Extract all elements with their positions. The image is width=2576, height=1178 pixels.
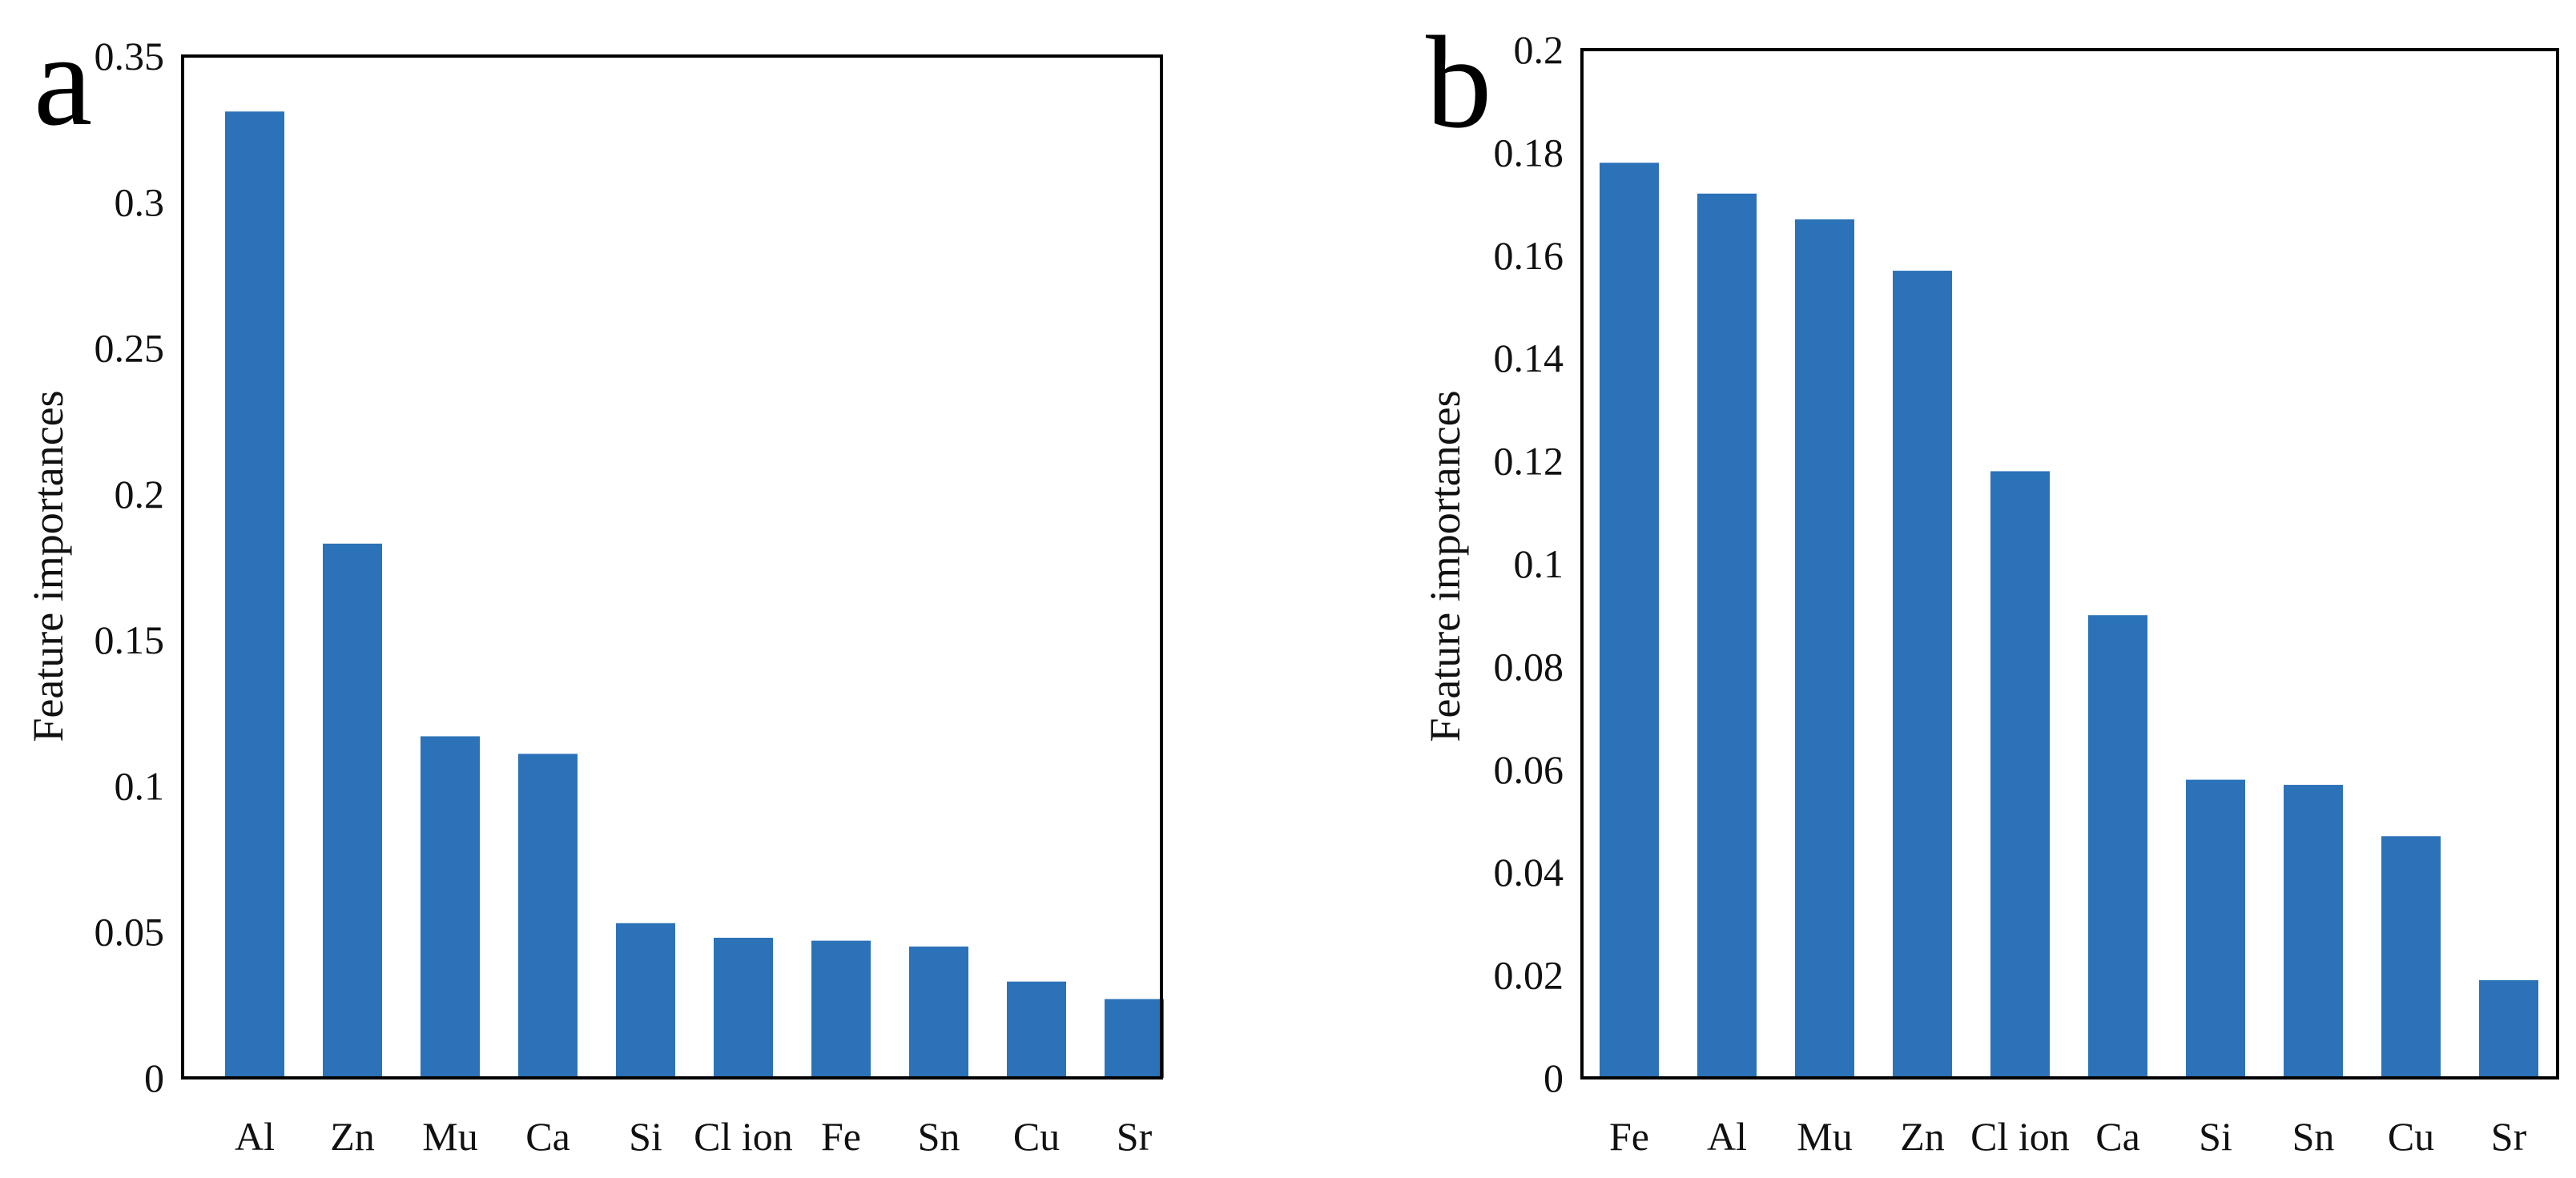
- bar-cu: [1007, 981, 1066, 1078]
- y-tick-label: 0.14: [1494, 336, 1564, 380]
- x-tick-label: Si: [2199, 1114, 2232, 1159]
- bar-cl-ion: [1990, 471, 2050, 1078]
- bar-zn: [1893, 271, 1952, 1078]
- y-tick-label: 0.16: [1494, 233, 1564, 278]
- y-tick-label: 0.25: [95, 326, 165, 371]
- x-tick-label: Al: [1707, 1114, 1747, 1159]
- panel-a-label: a: [34, 6, 92, 153]
- panel-b-bars: [1600, 163, 2538, 1079]
- x-tick-label: Cl ion: [1970, 1114, 2070, 1159]
- x-tick-label: Zn: [330, 1114, 375, 1159]
- panel-a-y-axis-label: Feature importances: [24, 390, 72, 742]
- y-tick-label: 0: [144, 1055, 164, 1100]
- x-tick-label: Cl ion: [694, 1114, 793, 1159]
- x-tick-label: Cu: [2388, 1114, 2434, 1159]
- bar-si: [2186, 779, 2245, 1078]
- panel-a-chart: a Feature importances 0 0.05 0.1 0.15 0.2 0.2…: [24, 6, 1164, 1159]
- y-tick-label: 0.06: [1494, 747, 1564, 792]
- bar-cl-ion: [714, 938, 773, 1078]
- y-tick-label: 0.02: [1494, 953, 1564, 998]
- panel-a-y-ticks: 0 0.05 0.1 0.15 0.2 0.25 0.3 0.35: [95, 34, 165, 1100]
- bar-sr: [2479, 980, 2538, 1078]
- bar-ca: [2088, 615, 2147, 1078]
- x-tick-label: Mu: [1797, 1114, 1852, 1159]
- panel-a-bars: [225, 111, 1164, 1079]
- bar-sr: [1105, 999, 1164, 1078]
- y-tick-label: 0.08: [1494, 644, 1564, 689]
- panel-a-frame: [181, 54, 1163, 1079]
- x-tick-label: Mu: [422, 1114, 477, 1159]
- y-tick-label: 0.04: [1494, 850, 1564, 895]
- bar-zn: [323, 543, 382, 1078]
- x-tick-label: Sn: [918, 1114, 960, 1159]
- bar-mu: [421, 736, 480, 1078]
- x-tick-label: Al: [235, 1114, 275, 1159]
- y-tick-label: 0.05: [95, 910, 165, 955]
- x-tick-label: Ca: [525, 1114, 570, 1159]
- bar-si: [616, 923, 675, 1078]
- bar-al: [1697, 193, 1757, 1078]
- panel-b-label: b: [1426, 9, 1492, 155]
- x-tick-label: Sr: [1117, 1114, 1153, 1159]
- bar-mu: [1795, 219, 1854, 1078]
- x-tick-label: Fe: [1609, 1114, 1649, 1159]
- bar-fe: [811, 940, 871, 1078]
- y-tick-label: 0.12: [1494, 439, 1564, 484]
- y-tick-label: 0.35: [95, 34, 165, 78]
- y-tick-label: 0.2: [1514, 27, 1564, 72]
- panel-b-frame: [1580, 48, 2559, 1079]
- x-tick-label: Sr: [2491, 1114, 2527, 1159]
- x-tick-label: Fe: [821, 1114, 861, 1159]
- x-tick-label: Ca: [2095, 1114, 2140, 1159]
- y-tick-label: 0.18: [1494, 130, 1564, 175]
- panel-b-y-ticks: 0 0.02 0.04 0.06 0.08 0.1 0.12 0.14 0.16 0.18 0.2: [1494, 27, 1564, 1100]
- x-tick-label: Zn: [1900, 1114, 1945, 1159]
- bar-al: [225, 111, 284, 1079]
- y-tick-label: 0.1: [1514, 541, 1564, 586]
- panel-b-y-axis-label: Feature importances: [1421, 390, 1469, 742]
- y-tick-label: 0: [1544, 1055, 1564, 1100]
- bar-ca: [518, 754, 578, 1078]
- panel-a-x-ticks: Al Zn Mu Ca Si Cl ion Fe Sn Cu Sr: [235, 1114, 1153, 1159]
- bar-cu: [2381, 836, 2441, 1078]
- panel-b-x-ticks: Fe Al Mu Zn Cl ion Ca Si Sn Cu Sr: [1609, 1114, 2527, 1159]
- bar-sn: [909, 946, 968, 1078]
- y-tick-label: 0.15: [95, 617, 165, 662]
- x-tick-label: Si: [629, 1114, 662, 1159]
- bar-fe: [1600, 163, 1659, 1079]
- x-tick-label: Sn: [2292, 1114, 2335, 1159]
- y-tick-label: 0.3: [115, 179, 165, 224]
- y-tick-label: 0.1: [115, 763, 165, 808]
- x-tick-label: Cu: [1013, 1114, 1060, 1159]
- y-tick-label: 0.2: [115, 472, 165, 517]
- panel-b-chart: b Feature importances 00.020.040.060.080…: [1421, 9, 2559, 1159]
- bar-sn: [2284, 785, 2343, 1078]
